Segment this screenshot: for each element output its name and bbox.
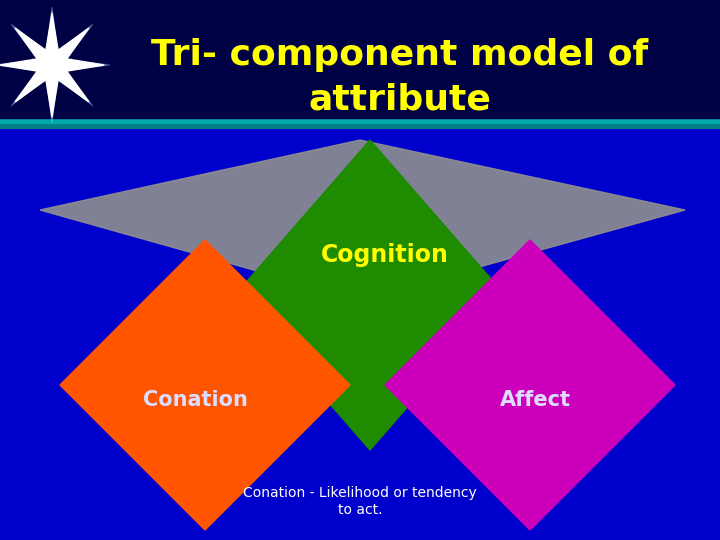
Polygon shape: [60, 240, 350, 530]
Text: Cognition: Cognition: [321, 243, 449, 267]
Polygon shape: [40, 140, 685, 300]
Bar: [0, 0, 720, 125]
Text: Conation - Likelihood or tendency: Conation - Likelihood or tendency: [243, 486, 477, 500]
Text: attribute: attribute: [309, 83, 492, 117]
Polygon shape: [0, 7, 110, 123]
Text: to act.: to act.: [338, 503, 382, 517]
Text: Tri- component model of: Tri- component model of: [151, 38, 649, 72]
Polygon shape: [385, 240, 675, 530]
Text: Affect: Affect: [500, 390, 570, 410]
Polygon shape: [0, 11, 106, 119]
Text: Conation: Conation: [143, 390, 248, 410]
Polygon shape: [235, 140, 505, 450]
Polygon shape: [2, 15, 102, 115]
Polygon shape: [0, 13, 104, 117]
